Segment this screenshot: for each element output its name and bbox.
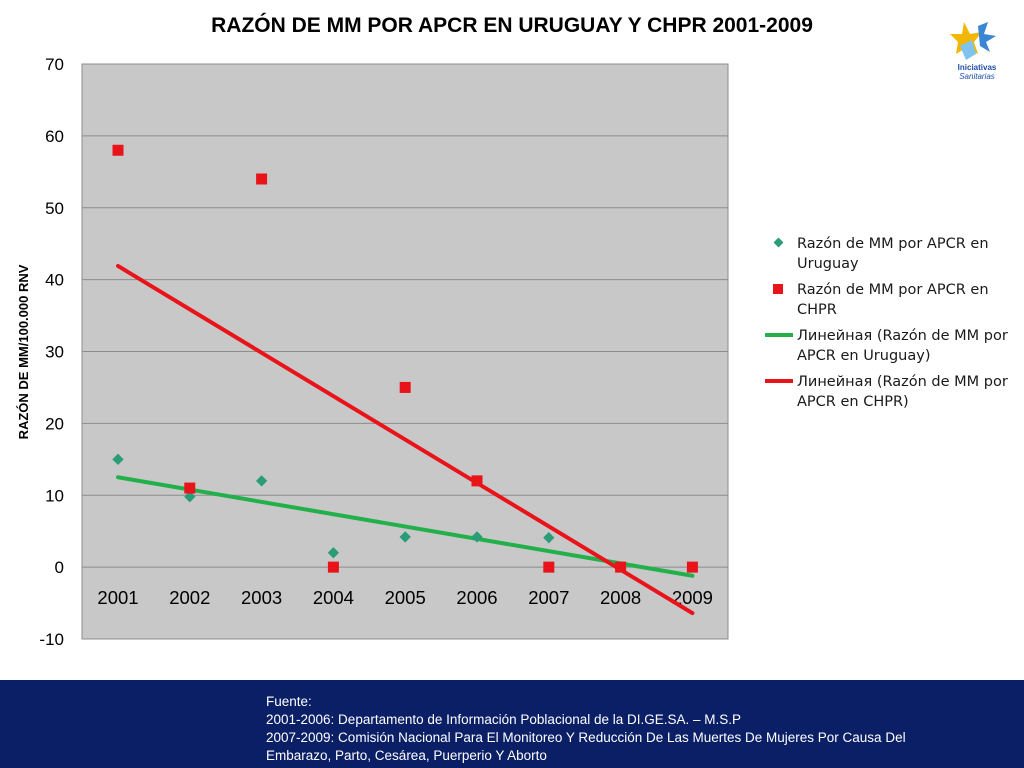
- legend-label-line1: Razón de MM por APCR en: [797, 236, 989, 252]
- data-point-diamond: [327, 547, 340, 559]
- data-point-diamond: [255, 475, 268, 487]
- trendlines: [116, 263, 695, 616]
- legend-item-uruguay: Razón de MM por APCR en Uruguay: [763, 234, 1018, 274]
- source-line-2: 2007-2009: Comisión Nacional Para El Mon…: [266, 730, 906, 745]
- x-tick-label: 2008: [600, 587, 641, 608]
- square-marker-icon: [773, 284, 783, 294]
- data-point-square: [686, 561, 698, 573]
- source-line-1: 2001-2006: Departamento de Información P…: [266, 712, 742, 727]
- x-tick-label: 2006: [456, 587, 497, 608]
- data-series: [112, 144, 698, 573]
- legend-label-line2: Uruguay: [797, 256, 859, 272]
- x-tick-label: 2003: [241, 587, 282, 608]
- x-tick-label: 2007: [528, 587, 569, 608]
- legend-label-line1: Razón de MM por APCR en: [797, 282, 989, 298]
- y-tick-label: 40: [45, 271, 64, 290]
- y-tick-labels: -10 0 10 20 30 40 50 60 70: [39, 55, 64, 649]
- y-tick-label: 50: [45, 199, 64, 218]
- data-point-diamond: [184, 491, 196, 503]
- trendline-1: [116, 263, 695, 616]
- red-line-icon: [765, 379, 793, 383]
- x-tick-labels: 2001 2002 2003 2004 2005 2006 2007 2008 2009: [97, 587, 713, 608]
- legend: Razón de MM por APCR en Uruguay Razón de…: [763, 234, 1018, 418]
- data-point-square: [327, 561, 339, 573]
- data-point-square: [543, 561, 555, 573]
- data-point-square: [615, 561, 627, 573]
- x-tick-label: 2002: [169, 587, 210, 608]
- data-point-square: [399, 381, 411, 393]
- y-tick-label: -10: [39, 630, 64, 649]
- chart-title: RAZÓN DE MM POR APCR EN URUGUAY Y CHPR 2…: [211, 14, 813, 37]
- data-point-square: [471, 475, 483, 487]
- x-tick-label: 2004: [313, 587, 354, 608]
- y-tick-label: 10: [45, 486, 64, 505]
- y-tick-label: 0: [55, 558, 64, 577]
- y-tick-label: 70: [45, 55, 64, 74]
- data-point-diamond: [543, 531, 555, 544]
- legend-label-line1: Линейная (Razón de MM por: [797, 328, 1008, 344]
- source-line-heading: Fuente:: [266, 694, 312, 709]
- legend-label-line2: APCR en CHPR): [797, 394, 909, 410]
- legend-label-line2: CHPR: [797, 302, 837, 318]
- data-point-square: [184, 482, 196, 494]
- legend-label-line2: APCR en Uruguay): [797, 348, 931, 364]
- x-tick-label: 2009: [672, 587, 713, 608]
- logo-text-2: Sanitarias: [959, 72, 995, 81]
- x-tick-label: 2005: [385, 587, 426, 608]
- source-note: Fuente: 2001-2006: Departamento de Infor…: [266, 693, 1006, 765]
- logo-text-1: Iniciativas: [958, 63, 997, 72]
- legend-label-line1: Линейная (Razón de MM por: [797, 374, 1008, 390]
- data-point-diamond: [471, 531, 483, 543]
- data-point-square: [256, 173, 268, 185]
- trendline-0: [116, 475, 695, 578]
- diamond-marker-icon: [773, 237, 784, 248]
- legend-item-trend-chpr: Линейная (Razón de MM por APCR en CHPR): [763, 372, 1018, 412]
- footer-band: Fuente: 2001-2006: Departamento de Infor…: [0, 680, 1024, 768]
- legend-item-chpr: Razón de MM por APCR en CHPR: [763, 280, 1018, 320]
- y-tick-label: 30: [45, 343, 64, 362]
- data-point-square: [112, 144, 124, 156]
- data-point-diamond: [399, 531, 411, 543]
- iniciativas-sanitarias-logo-icon: Iniciativas Sanitarias: [950, 22, 997, 81]
- y-tick-label: 60: [45, 127, 64, 146]
- grid-lines: [82, 135, 728, 568]
- y-tick-label: 20: [45, 414, 64, 433]
- x-tick-label: 2001: [97, 587, 138, 608]
- legend-item-trend-uruguay: Линейная (Razón de MM por APCR en Urugua…: [763, 326, 1018, 366]
- source-line-3: Embarazo, Parto, Cesárea, Puerperio Y Ab…: [266, 748, 547, 763]
- green-line-icon: [765, 333, 793, 337]
- y-axis-label: RAZÓN DE MM/100.000 RNV: [16, 264, 31, 439]
